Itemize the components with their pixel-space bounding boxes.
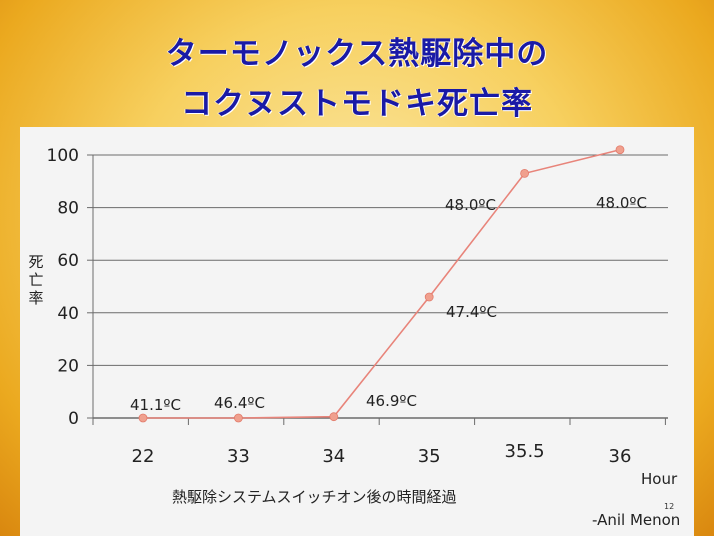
x-axis-label: 熱駆除システムスイッチオン後の時間経過 xyxy=(172,488,457,506)
x-tick-label: 36 xyxy=(609,446,632,467)
y-tick-label: 80 xyxy=(57,199,79,219)
y-tick-label: 100 xyxy=(47,146,79,166)
x-tick-label: 34 xyxy=(322,446,345,467)
x-tick-label: 35.5 xyxy=(505,441,545,462)
data-point xyxy=(329,412,339,422)
slide-number: 12 xyxy=(664,502,675,511)
data-label: 46.4ºC xyxy=(214,394,265,412)
x-axis-unit: Hour xyxy=(641,470,678,488)
y-tick-label: 0 xyxy=(68,409,79,429)
credit-text: -Anil Menon xyxy=(592,511,681,529)
series-line xyxy=(143,148,621,419)
data-labels: 41.1ºC 46.4ºC 46.9ºC 47.4ºC 48.0ºC 48.0ºC xyxy=(130,194,647,414)
gridlines xyxy=(87,154,668,419)
x-tick-label: 33 xyxy=(227,446,250,467)
x-tick-label: 22 xyxy=(132,446,155,467)
data-label: 47.4ºC xyxy=(446,303,497,321)
data-label: 48.0ºC xyxy=(445,196,496,214)
data-label: 48.0ºC xyxy=(596,194,647,212)
y-tick-label: 60 xyxy=(57,251,79,271)
slide-title-line-2: コクヌストモドキ死亡率 xyxy=(181,86,533,122)
x-tick-label: 35 xyxy=(418,446,441,467)
data-label: 46.9ºC xyxy=(366,392,417,410)
y-tick-label: 40 xyxy=(57,304,79,324)
slide-title-line-1: ターモノックス熱駆除中の xyxy=(165,36,549,72)
series-line-group xyxy=(143,148,621,419)
data-points xyxy=(138,145,625,423)
data-point xyxy=(424,292,434,302)
data-point xyxy=(615,145,625,155)
y-tick-label: 20 xyxy=(57,356,79,376)
x-tick-labels: 22 33 34 35 35.5 36 xyxy=(92,418,666,467)
data-point xyxy=(138,413,148,423)
chart-panel xyxy=(20,127,694,536)
data-label: 41.1ºC xyxy=(130,396,181,414)
data-point xyxy=(233,413,243,423)
y-tick-labels: 0 20 40 60 80 100 xyxy=(47,146,79,429)
y-axis-label: 死亡率 xyxy=(28,253,44,307)
data-point xyxy=(520,169,529,178)
